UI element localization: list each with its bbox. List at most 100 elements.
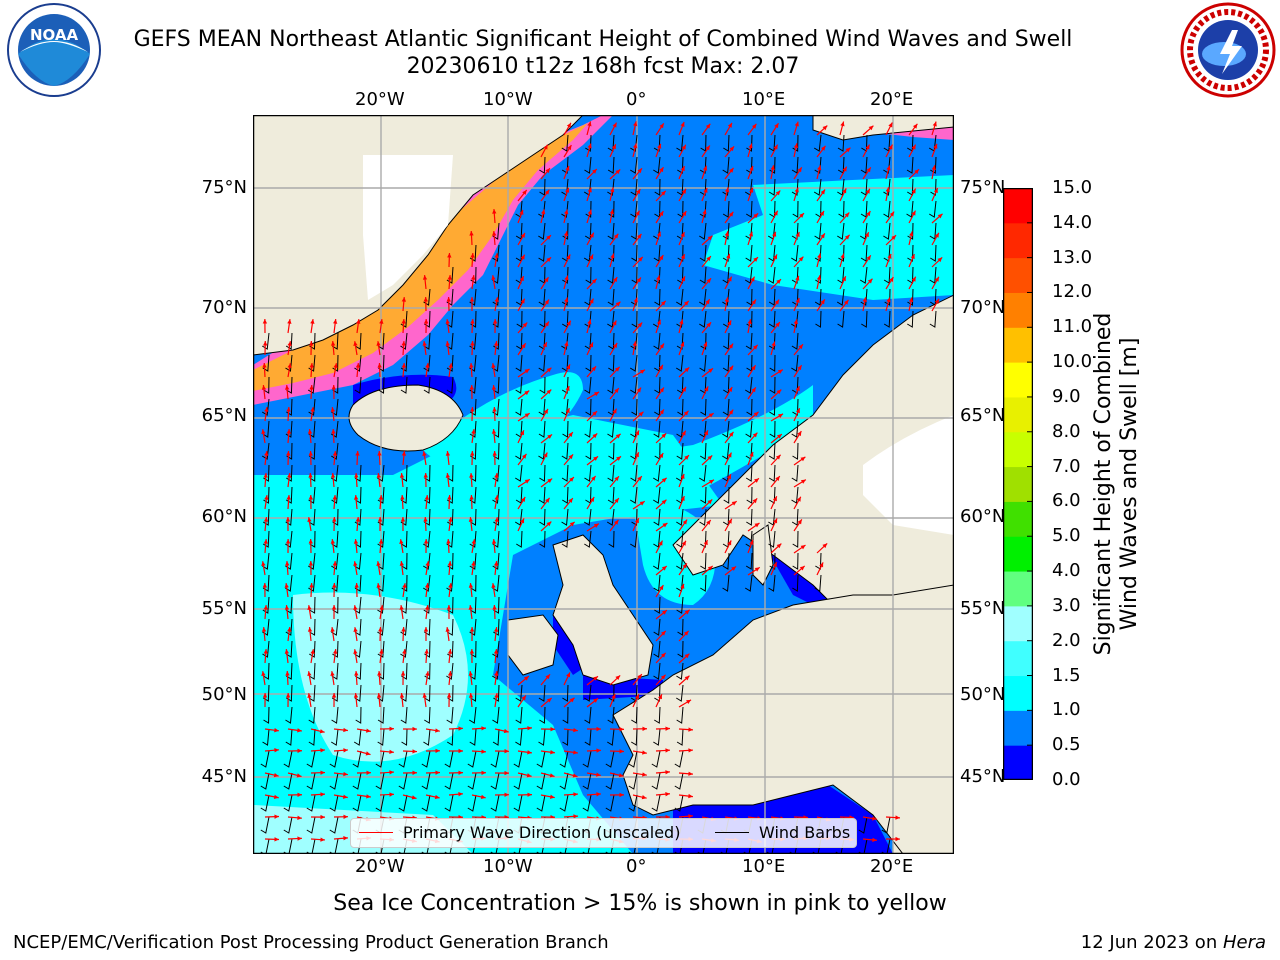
wind-barb	[630, 222, 638, 240]
colorbar-tick-label: 10.0	[1052, 351, 1093, 373]
wind-barb	[285, 728, 293, 746]
wind-barb	[631, 398, 638, 416]
wind-barb	[722, 288, 730, 306]
wave-arrow-head	[752, 432, 758, 438]
wind-barb	[424, 662, 431, 680]
wave-arrow-head	[799, 565, 805, 571]
wind-barb	[398, 772, 408, 790]
wave-arrow-head	[458, 748, 463, 754]
wind-barb	[653, 574, 661, 592]
wind-barb	[400, 332, 408, 350]
colorbar-title-line1: Significant Height of Combined	[1091, 312, 1116, 656]
wave-arrow-head	[330, 407, 336, 412]
wave-arrow-head	[914, 169, 920, 174]
wave-arrow-head	[527, 792, 532, 797]
wind-barb	[375, 794, 385, 812]
wind-barb	[676, 420, 684, 438]
wave-arrow-head	[703, 187, 708, 193]
wave-arrow-head	[468, 583, 474, 588]
wave-arrow-head	[468, 693, 474, 698]
wave-arrow-head	[641, 795, 647, 800]
wind-barb	[285, 354, 293, 372]
wind-barb	[493, 420, 500, 438]
wave-arrow-head	[820, 233, 825, 239]
wave-arrow-head	[822, 125, 828, 131]
wind-barb	[307, 552, 316, 570]
colorbar-bin	[1003, 466, 1033, 502]
wind-barb	[492, 288, 500, 306]
wave-arrow-head	[611, 693, 616, 699]
colorbar-tick-label: 5.0	[1052, 525, 1081, 547]
wave-arrow-head	[749, 451, 754, 457]
lon-label-top-20e: 20°E	[870, 89, 914, 110]
wave-arrow-head	[343, 814, 348, 819]
wind-barb	[377, 640, 385, 658]
wave-arrow-head	[934, 276, 939, 282]
wave-arrow-head	[680, 254, 685, 260]
wave-arrow-head	[596, 792, 601, 797]
wave-arrow-head	[840, 253, 845, 259]
wind-barb	[331, 662, 339, 680]
wind-barb	[607, 376, 615, 394]
wave-arrow-head	[642, 772, 647, 777]
wave-arrow-head	[480, 794, 486, 800]
wave-arrow-head	[615, 433, 621, 439]
wave-arrow-head	[587, 121, 592, 127]
wave-arrow-head	[778, 413, 784, 418]
wind-barb	[629, 486, 638, 504]
wind-barb	[331, 486, 339, 504]
wind-barb	[446, 728, 454, 746]
wave-arrow-head	[591, 475, 596, 481]
wave-arrow-head	[659, 123, 664, 129]
wind-barb	[699, 200, 707, 218]
wind-barb	[493, 618, 500, 636]
colorbar-bin	[1003, 362, 1033, 398]
wave-arrow-head	[793, 143, 799, 149]
wind-barb	[469, 530, 477, 548]
wave-arrow-head	[658, 364, 663, 370]
wind-barb	[768, 442, 776, 460]
wind-barb	[700, 552, 707, 570]
wave-arrow-head	[343, 727, 348, 733]
wind-barb	[814, 574, 822, 592]
wave-arrow-head	[911, 276, 916, 282]
wave-arrow-head	[637, 168, 642, 174]
wave-arrow-head	[656, 275, 661, 281]
wave-arrow-head	[522, 190, 527, 195]
wind-barb	[607, 222, 615, 240]
wave-arrow-head	[365, 751, 371, 756]
wind-barb	[329, 750, 339, 768]
wind-barb	[722, 354, 730, 372]
wind-barb	[261, 332, 270, 350]
wave-arrow-head	[770, 165, 775, 171]
wave-arrow-head	[662, 522, 668, 528]
wave-arrow-head	[727, 452, 732, 458]
wind-barb	[516, 530, 523, 548]
colorbar-tick-label: 0.0	[1052, 769, 1081, 790]
wind-barb	[677, 618, 684, 636]
wave-arrow-head	[310, 649, 315, 654]
red-line-icon	[359, 832, 393, 833]
wave-arrow-head	[332, 561, 337, 566]
wave-arrow-head	[658, 694, 662, 700]
wind-barb	[493, 508, 500, 526]
wind-barb	[447, 464, 454, 482]
wave-arrow-head	[656, 231, 662, 237]
wind-barb	[676, 662, 684, 680]
wave-arrow-head	[573, 750, 578, 755]
wave-arrow-head	[493, 627, 499, 632]
wave-arrow-head	[422, 275, 428, 280]
wave-arrow-head	[331, 693, 337, 698]
wave-arrow-head	[353, 495, 359, 500]
wave-arrow-head	[658, 540, 663, 546]
wave-arrow-head	[749, 165, 754, 171]
wave-arrow-head	[470, 253, 475, 258]
wave-arrow-head	[844, 234, 850, 240]
wind-barb	[608, 530, 615, 548]
wave-arrow-head	[596, 726, 601, 732]
wind-barb	[585, 200, 592, 218]
wind-barb	[791, 178, 799, 196]
wind-barb	[262, 530, 270, 548]
wave-arrow-head	[681, 144, 686, 150]
wind-barb	[423, 552, 431, 570]
